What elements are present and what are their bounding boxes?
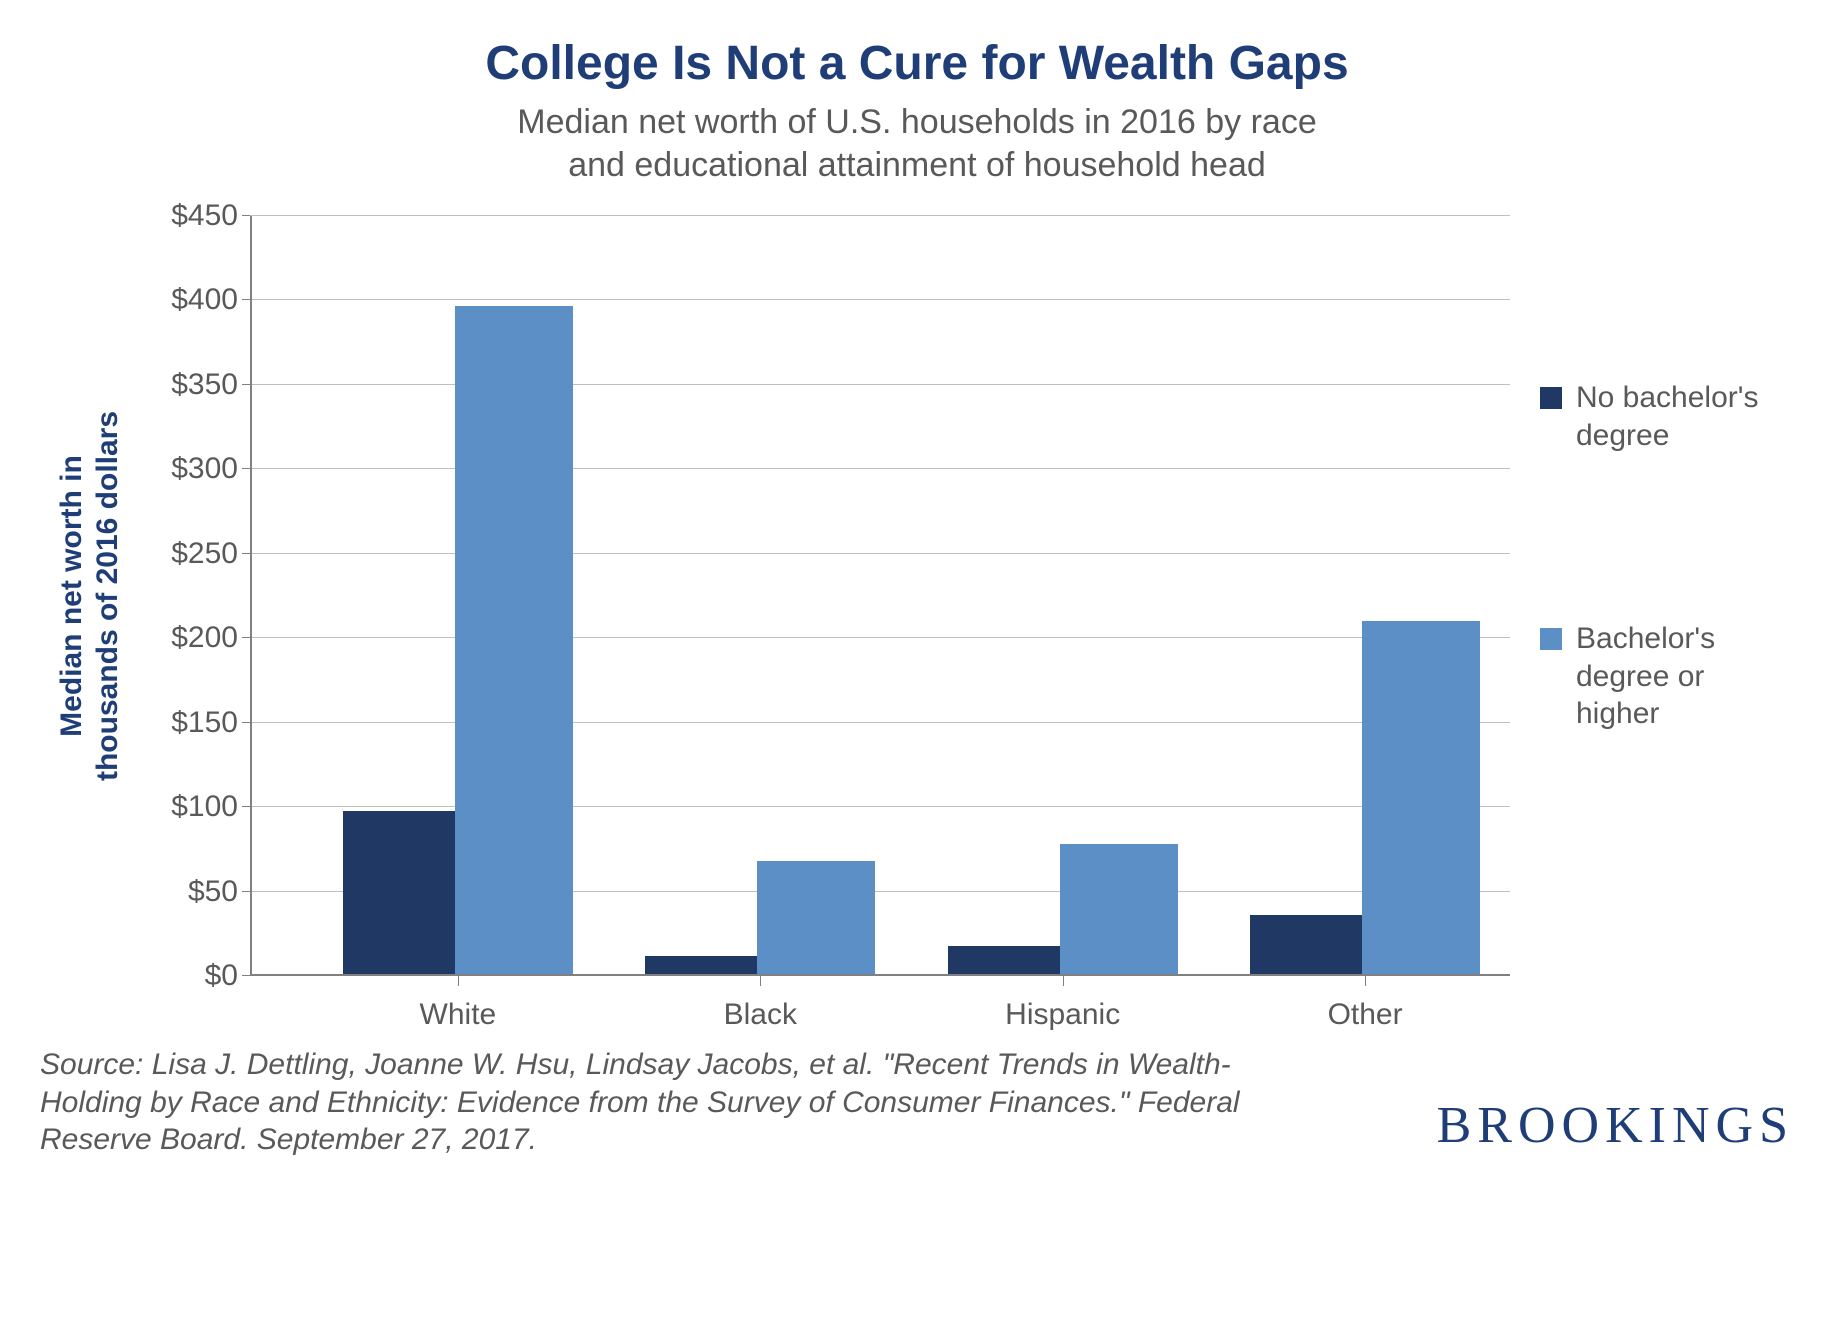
gridline [250,553,1510,554]
y-tick-label: $150 [171,706,238,740]
chart-body: Median net worth in thousands of 2016 do… [40,216,1794,976]
y-tick-mark [242,553,250,554]
plot-column: $0$50$100$150$200$250$300$350$400$450Whi… [140,216,1510,976]
y-axis-label-column: Median net worth in thousands of 2016 do… [40,216,140,976]
y-axis-label-line1: Median net worth in [54,411,90,781]
source-citation: Source: Lisa J. Dettling, Joanne W. Hsu,… [40,1046,1320,1159]
y-tick-mark [242,891,250,892]
gridline [250,722,1510,723]
y-tick-mark [242,975,250,976]
y-tick-label: $100 [171,790,238,824]
y-tick-label: $450 [171,199,238,233]
legend-item: No bachelor's degree [1540,379,1794,454]
legend: No bachelor's degree Bachelor's degree o… [1510,216,1794,976]
y-axis [250,216,252,976]
y-tick-label: $50 [188,875,238,909]
y-axis-label-line2: thousands of 2016 dollars [90,411,126,781]
y-tick-label: $400 [171,283,238,317]
chart-footer: Source: Lisa J. Dettling, Joanne W. Hsu,… [40,1046,1794,1159]
legend-swatch [1540,387,1562,409]
chart-subtitle: Median net worth of U.S. households in 2… [40,101,1794,186]
chart-subtitle-line2: and educational attainment of household … [40,144,1794,187]
bar [948,946,1066,976]
x-tick-label: Black [724,998,797,1032]
gridline [250,637,1510,638]
y-tick-label: $250 [171,537,238,571]
y-tick-mark [242,299,250,300]
x-tick-label: Hispanic [1005,998,1120,1032]
legend-label: Bachelor's degree or higher [1576,620,1794,733]
gridline [250,215,1510,216]
legend-item: Bachelor's degree or higher [1540,620,1794,733]
bar [1250,915,1368,976]
gridline [250,299,1510,300]
bar [1060,844,1178,976]
y-tick-label: $300 [171,452,238,486]
x-tick-mark [1063,976,1064,986]
plot-area: $0$50$100$150$200$250$300$350$400$450Whi… [250,216,1510,976]
y-tick-mark [242,468,250,469]
x-axis [250,974,1510,976]
brand-wordmark: BROOKINGS [1437,1096,1794,1159]
x-tick-label: Other [1328,998,1403,1032]
y-tick-mark [242,806,250,807]
bar [343,811,461,977]
chart-subtitle-line1: Median net worth of U.S. households in 2… [40,101,1794,144]
chart-container: College Is Not a Cure for Wealth Gaps Me… [0,0,1834,1320]
y-tick-mark [242,722,250,723]
y-tick-label: $350 [171,368,238,402]
y-axis-label: Median net worth in thousands of 2016 do… [54,411,126,781]
bar [1362,621,1480,976]
bar [757,861,875,976]
y-tick-mark [242,215,250,216]
gridline [250,468,1510,469]
chart-title: College Is Not a Cure for Wealth Gaps [40,36,1794,91]
y-tick-label: $0 [205,959,238,993]
x-tick-label: White [420,998,497,1032]
bar [455,306,573,976]
x-tick-mark [1365,976,1366,986]
legend-label: No bachelor's degree [1576,379,1794,454]
x-tick-mark [458,976,459,986]
y-tick-mark [242,637,250,638]
gridline [250,806,1510,807]
x-tick-mark [760,976,761,986]
gridline [250,384,1510,385]
y-tick-mark [242,384,250,385]
legend-swatch [1540,628,1562,650]
y-tick-label: $200 [171,621,238,655]
bar [645,956,763,976]
